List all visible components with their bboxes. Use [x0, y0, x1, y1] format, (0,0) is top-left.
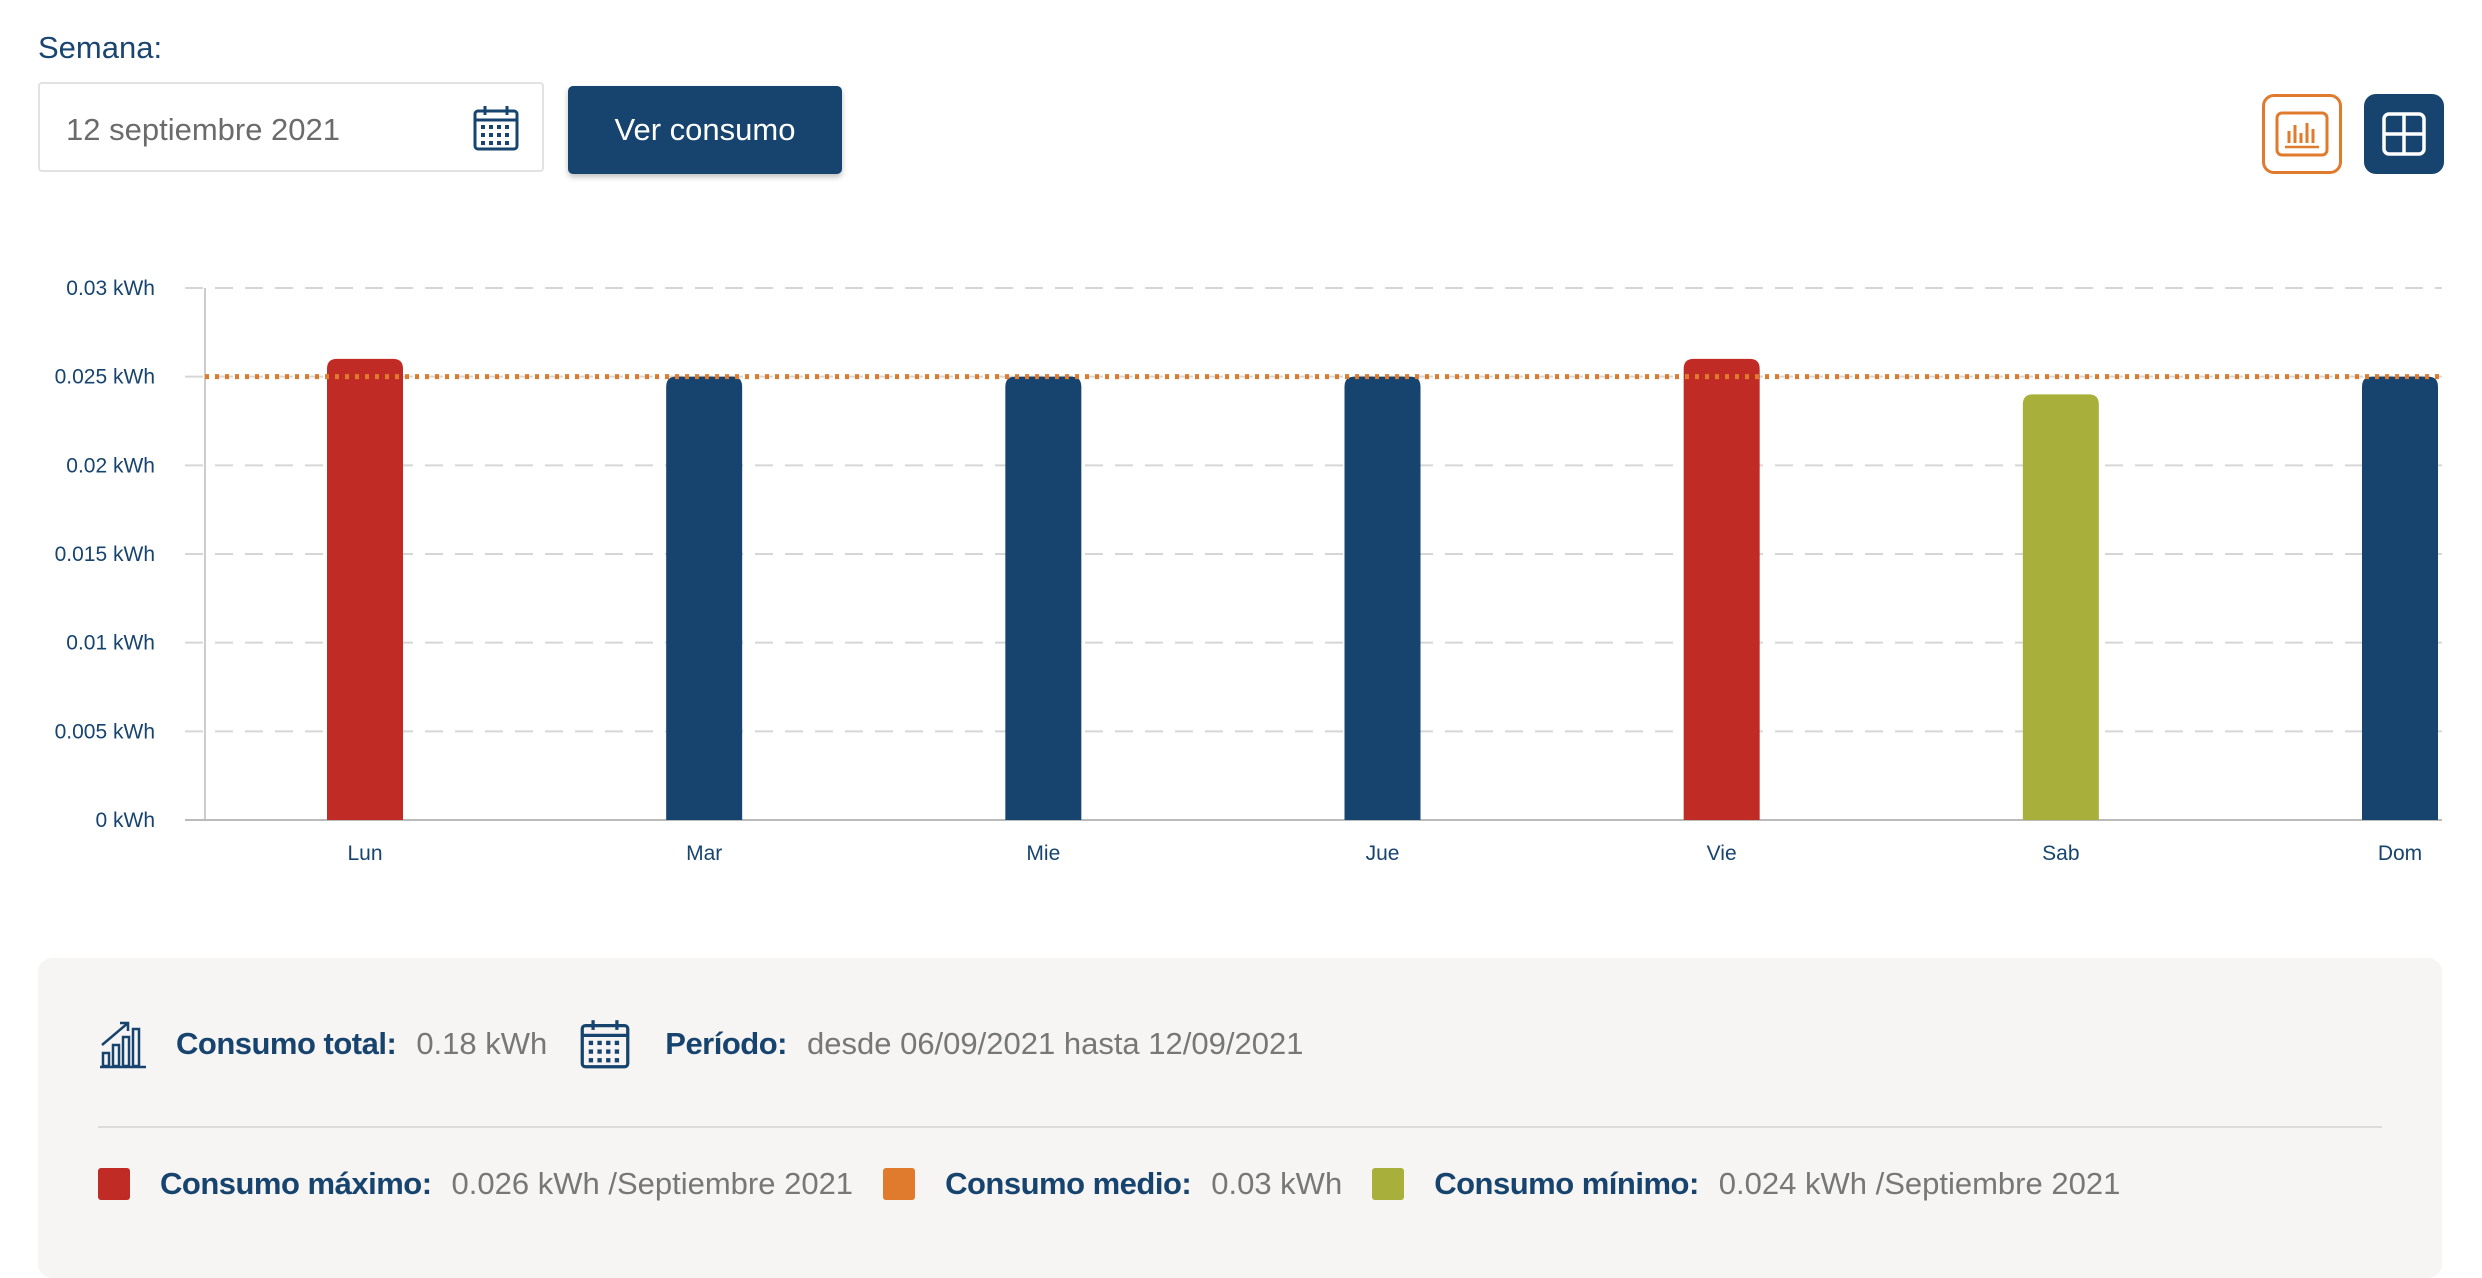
total-consumption-label: Consumo total:	[176, 1026, 397, 1061]
bar-chart-icon	[2275, 111, 2329, 157]
min-consumption-value: 0.024 kWh /Septiembre 2021	[1718, 1166, 2121, 1201]
week-label: Semana:	[38, 30, 163, 65]
min-legend-swatch	[1372, 1168, 1405, 1200]
y-tick-label: 0.03 kWh	[66, 277, 155, 300]
x-tick-label: Jue	[1366, 842, 1400, 865]
calendar-icon[interactable]	[472, 104, 520, 152]
x-tick-label: Mie	[1026, 842, 1060, 865]
bar-mie	[1005, 376, 1082, 820]
avg-consumption-value: 0.03 kWh	[1211, 1166, 1343, 1201]
bar-vie	[1683, 358, 1760, 820]
x-tick-label: Dom	[2378, 842, 2422, 865]
max-legend-swatch	[98, 1168, 130, 1200]
grid-icon	[2382, 112, 2426, 156]
y-tick-label: 0.01 kWh	[66, 632, 155, 655]
x-tick-label: Lun	[347, 842, 382, 865]
x-tick-label: Vie	[1707, 842, 1737, 865]
week-date-value: 12 septiembre 2021	[66, 112, 341, 147]
y-tick-label: 0 kWh	[95, 809, 155, 832]
x-tick-label: Mar	[686, 842, 722, 865]
total-consumption-value: 0.18 kWh	[416, 1026, 548, 1061]
bar-lun	[327, 358, 403, 820]
bar-sab	[2022, 394, 2099, 820]
bar-jue	[1344, 376, 1421, 820]
chart-view-button[interactable]	[2262, 94, 2342, 174]
y-tick-label: 0.025 kWh	[55, 366, 155, 389]
y-tick-label: 0.005 kWh	[55, 720, 155, 743]
x-tick-label: Sab	[2042, 842, 2079, 865]
summary-divider	[98, 1126, 2382, 1128]
y-tick-label: 0.02 kWh	[66, 454, 155, 477]
chart-growth-icon	[100, 1021, 146, 1069]
bar-dom	[2362, 376, 2438, 820]
period-value: desde 06/09/2021 hasta 12/09/2021	[807, 1026, 1304, 1061]
table-view-button[interactable]	[2364, 94, 2444, 174]
min-consumption-label: Consumo mínimo:	[1434, 1166, 1699, 1201]
max-consumption-label: Consumo máximo:	[160, 1166, 432, 1201]
max-consumption-value: 0.026 kWh /Septiembre 2021	[451, 1166, 854, 1201]
calendar-icon	[580, 1020, 630, 1069]
bar-mar	[666, 376, 743, 820]
summary-panel: Consumo total: 0.18 kWh Período: desde 0…	[38, 958, 2442, 1278]
weekly-consumption-chart: 0 kWh 0.005 kWh 0.01 kWh 0.015 kWh 0.02 kWh 0…	[55, 277, 2442, 865]
week-date-field[interactable]: 12 septiembre 2021	[38, 82, 544, 172]
avg-legend-swatch	[883, 1168, 916, 1200]
avg-consumption-label: Consumo medio:	[945, 1166, 1192, 1201]
period-label: Período:	[665, 1026, 787, 1061]
ver-consumo-button[interactable]: Ver consumo	[568, 86, 842, 174]
y-tick-label: 0.015 kWh	[55, 543, 155, 566]
